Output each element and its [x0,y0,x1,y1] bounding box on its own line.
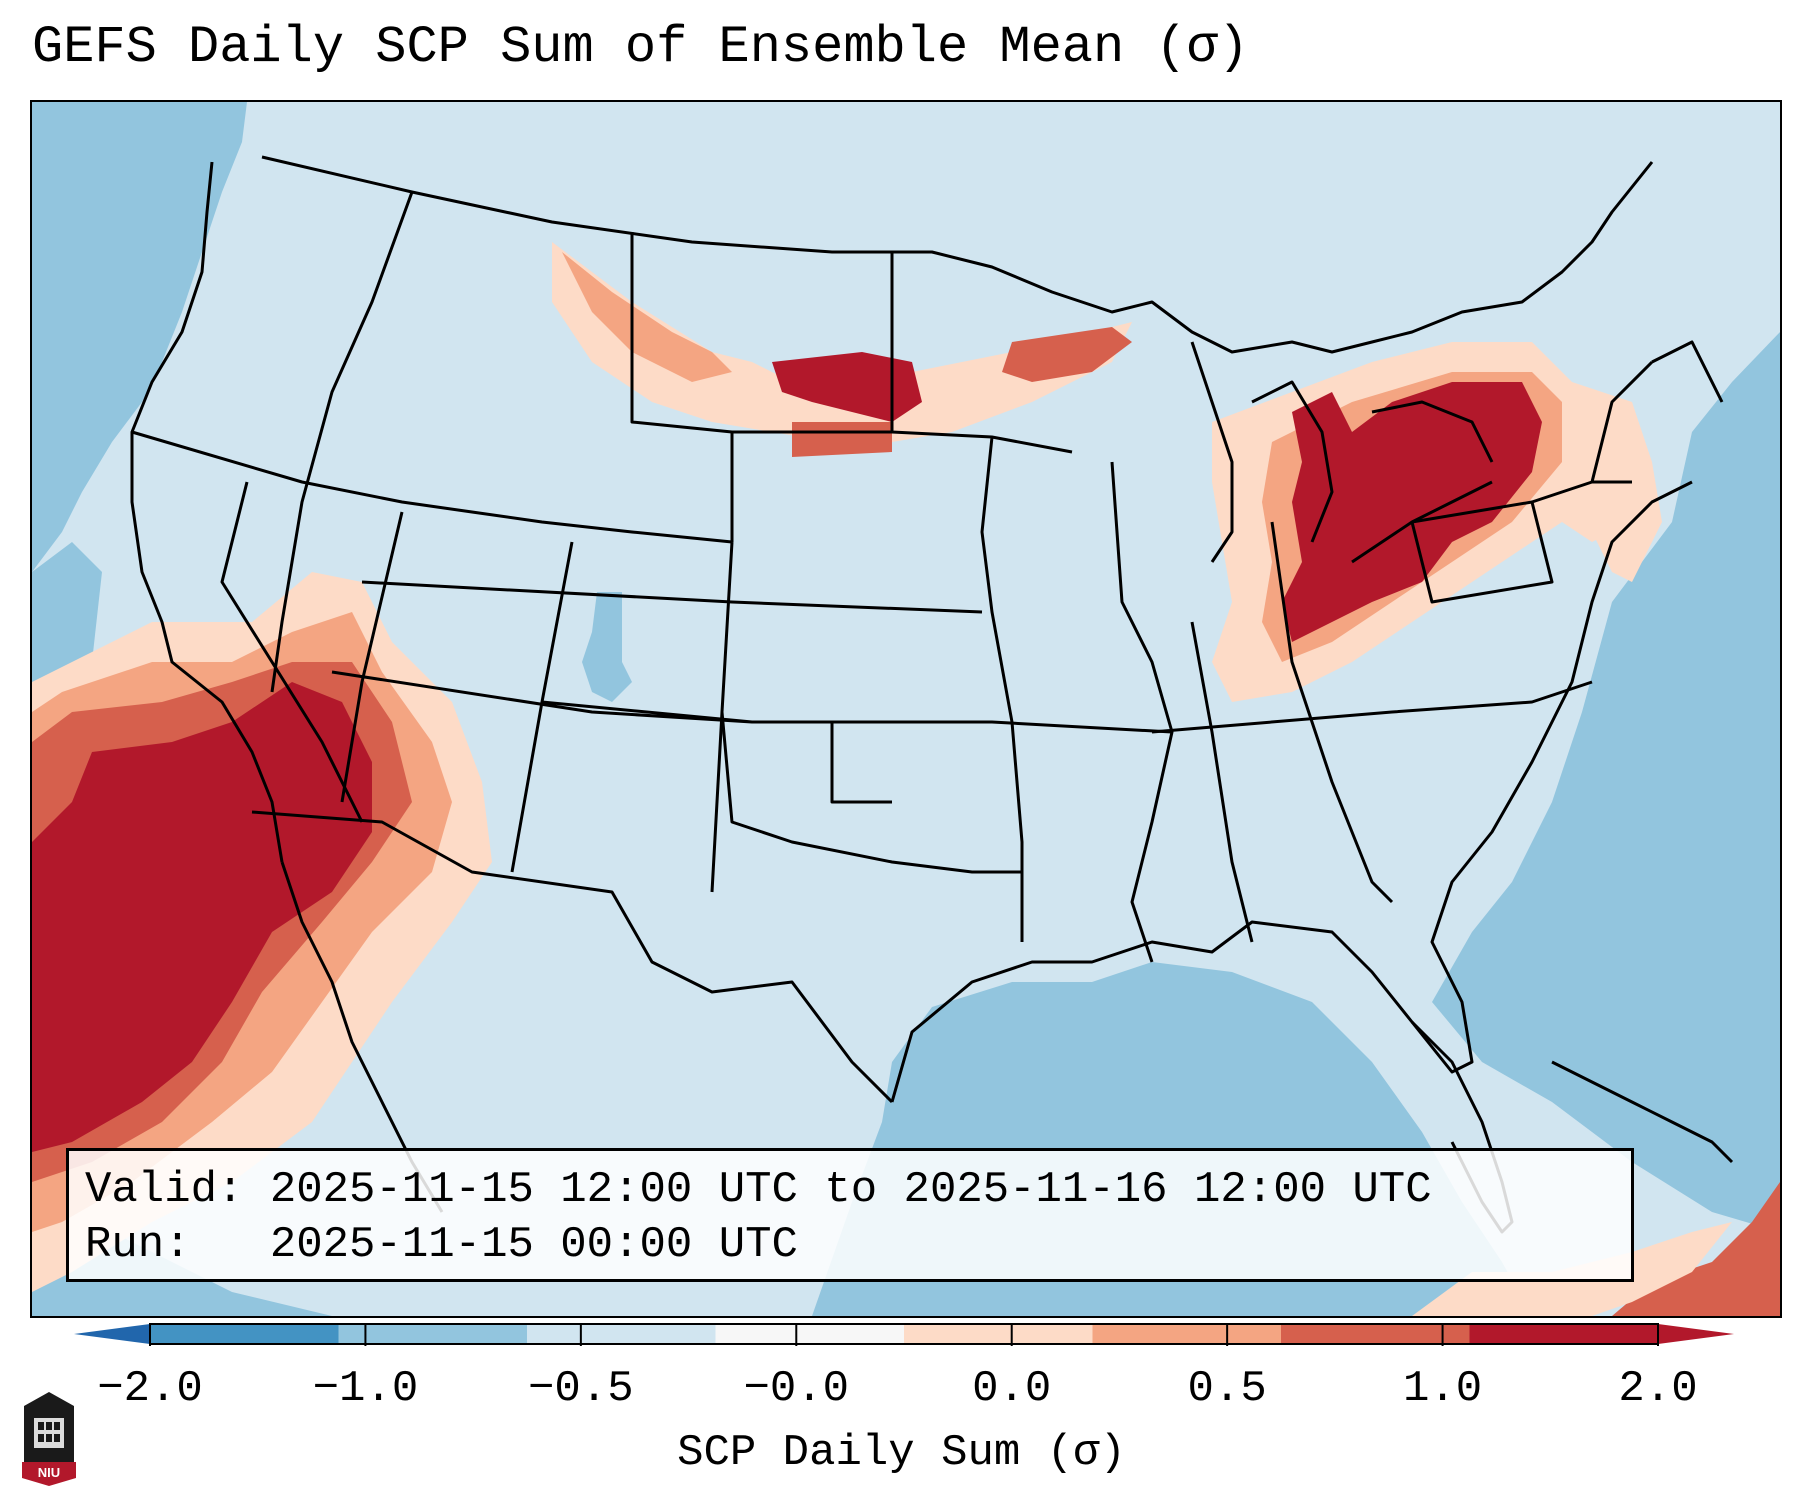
southwest-high-field [32,682,372,1152]
map-canvas [32,102,1780,1316]
colorbar-extend-low [74,1324,150,1344]
colorbar-tick-label: 1.0 [1402,1364,1483,1414]
colorbar-tick-label: 0.5 [1187,1364,1267,1414]
state-line-south [1110,461,1593,963]
state-line-texas [720,711,1022,874]
colorbar-tick-label: −1.0 [312,1364,419,1414]
dakotas-high-band [772,352,922,422]
colorado-low-spot [582,592,632,702]
ohio-valley-high-field [1282,382,1542,642]
colorbar-segment [904,1324,1093,1344]
colorbar-segment [1281,1324,1470,1344]
colorbar [74,1323,1734,1346]
run-time-text: Run: 2025-11-15 00:00 UTC [85,1220,798,1270]
state-line-north-rockies [270,191,414,693]
state-line-northeast [1410,340,1724,604]
colorbar-segment [150,1324,339,1344]
northern-plains-light-band [552,242,1132,442]
logo-text: NIU [38,1465,60,1480]
state-line-oregon-idaho [131,430,733,544]
state-line-central [331,580,1173,734]
atlantic-ocean-field [1432,332,1780,1232]
chart-title: GEFS Daily SCP Sum of Ensemble Mean (σ) [32,18,1249,77]
canada-border [261,155,1654,354]
pacific-ocean-field [32,102,247,572]
state-line-plains [630,232,1073,942]
colorbar-tick-label: 2.0 [1618,1364,1698,1414]
valid-time-text: Valid: 2025-11-15 12:00 UTC to 2025-11-1… [85,1165,1432,1215]
great-lakes-outline [1190,341,1494,564]
colorbar-segment [1469,1324,1659,1344]
northern-plains-mid-band [562,252,732,382]
cuba-outline [1551,1060,1734,1164]
colorbar-tick-label: −2.0 [97,1364,203,1414]
valid-run-info-box: Valid: 2025-11-15 12:00 UTC to 2025-11-1… [66,1148,1634,1282]
colorbar-segment [338,1324,528,1344]
colorbar-segment [715,1324,905,1344]
colorbar-tick-label: −0.0 [743,1364,850,1414]
colorbar-segment [1092,1324,1282,1344]
gulf-coast [890,480,1693,1103]
west-coast [130,161,284,863]
state-line-nevada [220,481,364,823]
niu-logo: NIU [22,1392,76,1486]
minnesota-orange-band [1002,327,1132,382]
map-panel[interactable] [30,100,1782,1318]
mexico-border [251,810,894,1104]
dakotas-orange-spot [792,422,892,457]
colorbar-tick-label: 0.0 [972,1364,1052,1414]
colorbar-extend-high [1658,1324,1734,1344]
colorbar-tick-label: −0.5 [528,1364,634,1414]
colorbar-segment [527,1324,716,1344]
colorbar-label: SCP Daily Sum (σ) [677,1428,1126,1478]
